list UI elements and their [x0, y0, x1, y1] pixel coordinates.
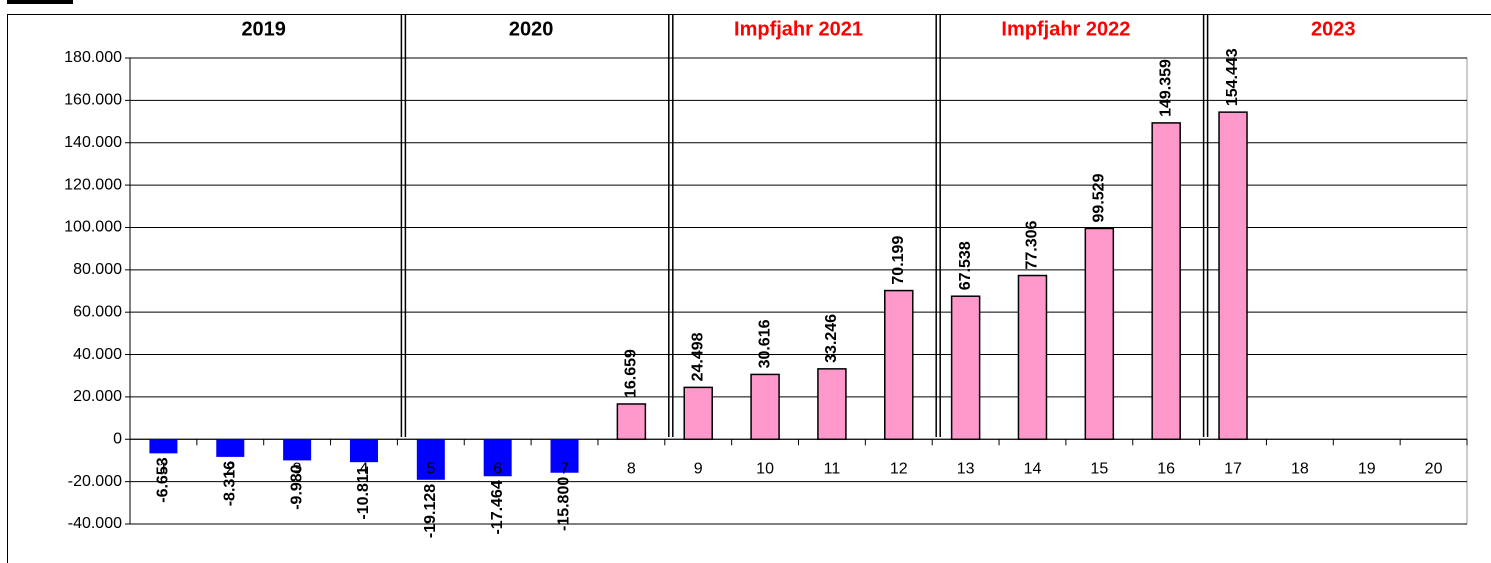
value-label: 77.306 — [1024, 220, 1041, 269]
x-tick-label: 9 — [694, 460, 703, 477]
bar — [216, 439, 245, 457]
x-tick-label: 11 — [824, 460, 841, 477]
bar — [817, 368, 847, 441]
value-label: -9.980 — [288, 464, 305, 509]
y-tick-label: 80.000 — [73, 261, 122, 278]
value-label: -15.800 — [556, 477, 573, 531]
bar — [483, 439, 512, 477]
bar — [950, 295, 981, 441]
value-label: 67.538 — [957, 241, 974, 290]
value-label: 33.246 — [823, 314, 840, 363]
x-tick-label: 19 — [1358, 460, 1376, 477]
x-tick-label: 7 — [560, 460, 569, 477]
value-label: 149.359 — [1157, 59, 1174, 117]
x-tick-label: 17 — [1224, 460, 1242, 477]
y-tick-label: 160.000 — [64, 92, 122, 109]
x-tick-label: 12 — [890, 460, 908, 477]
x-tick-label: 16 — [1157, 460, 1175, 477]
y-tick-label: 180.000 — [64, 49, 122, 66]
value-label: 16.659 — [623, 349, 640, 398]
x-tick-label: 6 — [493, 460, 502, 477]
x-tick-label: 18 — [1291, 460, 1309, 477]
x-tick-label: 4 — [360, 460, 369, 477]
x-tick-label: 1 — [159, 460, 168, 477]
bar — [683, 386, 713, 441]
value-label: -8.316 — [221, 461, 238, 506]
plot-area — [129, 57, 1468, 525]
section-header: 2020 — [509, 18, 554, 40]
bar — [1218, 111, 1248, 441]
y-tick-label: 40.000 — [73, 346, 122, 363]
value-label: 70.199 — [890, 236, 907, 285]
x-tick-label: 10 — [756, 460, 774, 477]
bar — [750, 373, 780, 441]
bar — [283, 439, 312, 461]
y-tick-label: 60.000 — [73, 303, 122, 320]
bar — [1151, 122, 1181, 441]
value-label: 99.529 — [1091, 173, 1108, 222]
value-label: -6.653 — [155, 457, 172, 502]
y-tick-label: -40.000 — [68, 515, 122, 532]
corner-bar — [7, 0, 73, 4]
value-label: -17.464 — [489, 480, 506, 534]
bar — [616, 403, 647, 441]
value-label: 154.443 — [1224, 48, 1241, 106]
y-tick-label: 100.000 — [64, 219, 122, 236]
x-tick-label: 8 — [627, 460, 636, 477]
x-tick-label: 13 — [957, 460, 975, 477]
y-tick-label: 20.000 — [73, 388, 122, 405]
bar — [149, 439, 178, 454]
bar — [1017, 274, 1048, 441]
y-tick-label: 140.000 — [64, 134, 122, 151]
section-header: 2019 — [241, 18, 286, 40]
x-tick-label: 5 — [426, 460, 435, 477]
x-tick-label: 3 — [293, 460, 302, 477]
x-tick-label: 2 — [226, 460, 235, 477]
section-header: Impfjahr 2022 — [1001, 18, 1130, 40]
y-tick-label: 0 — [113, 430, 122, 447]
bar — [349, 439, 378, 463]
bar — [884, 289, 914, 441]
bar — [416, 439, 445, 480]
value-label: 24.498 — [689, 332, 706, 381]
value-label: -10.811 — [355, 466, 372, 519]
x-tick-label: 15 — [1090, 460, 1108, 477]
bar — [550, 439, 579, 473]
y-tick-label: 120.000 — [64, 176, 122, 193]
x-tick-label: 20 — [1425, 460, 1443, 477]
section-header: Impfjahr 2021 — [734, 18, 863, 40]
section-header: 2023 — [1311, 18, 1356, 40]
bar — [1084, 227, 1115, 441]
value-label: -19.128 — [422, 484, 439, 538]
x-tick-label: 14 — [1024, 460, 1042, 477]
value-label: 30.616 — [756, 319, 773, 368]
y-tick-label: -20.000 — [68, 473, 122, 490]
